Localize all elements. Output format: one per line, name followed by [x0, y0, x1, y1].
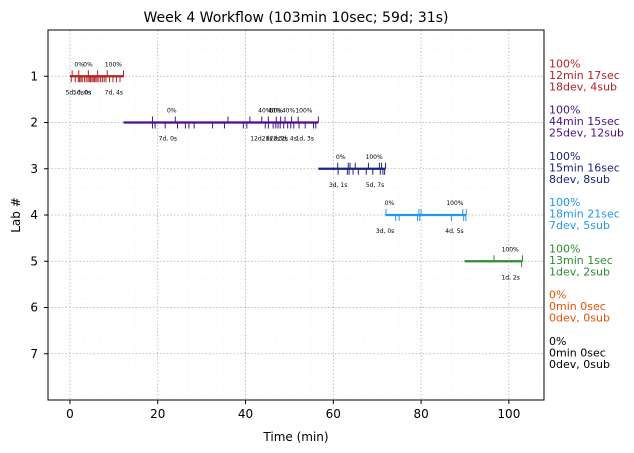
- x-tick-label: 20: [150, 407, 165, 421]
- lane-lab-5: 100% 1d, 2s: [464, 246, 523, 281]
- progress-label: 50%: [270, 108, 284, 115]
- duration-label: 5d, 0s: [66, 89, 84, 96]
- lab-summary-line: 0%: [549, 289, 566, 302]
- lab-summary-line: 0min 0sec: [549, 346, 606, 359]
- lab-summary-line: 100%: [549, 104, 580, 117]
- progress-label: 0%: [83, 61, 93, 68]
- lab-summary-line: 7dev, 5sub: [549, 219, 610, 232]
- duration-label: 5d, 7s: [366, 182, 384, 189]
- duration-label: 12d, 1s: [250, 136, 272, 143]
- lab-summary-line: 13min 1sec: [549, 254, 613, 267]
- progress-label: 0%: [74, 61, 84, 68]
- y-tick-label: 3: [30, 162, 38, 176]
- y-tick-label: 2: [30, 116, 38, 130]
- lab-summary-line: 100%: [549, 57, 580, 70]
- x-tick-label: 40: [238, 407, 253, 421]
- progress-label: 40%: [258, 108, 272, 115]
- lab-summary-line: 0%: [549, 335, 566, 348]
- duration-label: 3d, 4s: [278, 136, 296, 143]
- lab-summary-line: 100%: [549, 150, 580, 163]
- progress-label: 40%: [268, 108, 282, 115]
- progress-label: 0%: [167, 108, 177, 115]
- lab-summary-line: 15min 16sec: [549, 161, 620, 174]
- progress-label: 100%: [446, 200, 463, 207]
- duration-label: 2d, 2s: [262, 136, 280, 143]
- x-axis-label: Time (min): [262, 430, 328, 444]
- x-tick-label: 80: [413, 407, 428, 421]
- duration-label: 3d, 1s: [329, 182, 347, 189]
- progress-label: 100%: [366, 154, 383, 161]
- y-axis-label: Lab #: [9, 197, 23, 233]
- y-tick-label: 4: [30, 208, 38, 222]
- duration-label: 4d, 5s: [445, 228, 463, 235]
- duration-label: 1d, 3s: [296, 136, 314, 143]
- progress-label: 100%: [295, 108, 312, 115]
- duration-label: 1d, 2s: [501, 274, 519, 281]
- lab-summary-line: 25dev, 12sub: [549, 127, 624, 140]
- duration-label: 2d, 2s: [270, 136, 288, 143]
- duration-label: 3d, 0s: [376, 228, 394, 235]
- x-axis-ticks: 0 20 40 60 80 100: [66, 400, 520, 421]
- duration-label: 7d, 0s: [159, 136, 177, 143]
- duration-label: 5d, 0s: [73, 89, 91, 96]
- lab-summary-line: 0dev, 0sub: [549, 312, 610, 325]
- duration-label: 7d, 4s: [105, 89, 123, 96]
- x-tick-label: 60: [326, 407, 341, 421]
- x-tick-label: 0: [66, 407, 74, 421]
- lab-summary-line: 100%: [549, 242, 580, 255]
- lab-summary-line: 0dev, 0sub: [549, 358, 610, 371]
- progress-label: 0%: [336, 154, 346, 161]
- progress-label: 100%: [105, 61, 122, 68]
- major-grid: [48, 30, 544, 400]
- lab-summary-line: 18min 21sec: [549, 208, 620, 221]
- progress-label: 40%: [282, 108, 296, 115]
- duration-label: 0s: [84, 89, 91, 96]
- progress-label: 0%: [385, 200, 395, 207]
- lane-lab-3: 0% 100% 3d, 1s 5d, 7s: [318, 154, 387, 189]
- lab-summary-line: 18dev, 4sub: [549, 80, 617, 93]
- lab-summary-line: 0min 0sec: [549, 300, 606, 313]
- chart-title: Week 4 Workflow (103min 10sec; 59d; 31s): [144, 10, 449, 26]
- lab-summary-line: 8dev, 8sub: [549, 173, 610, 186]
- lab-summary-line: 44min 15sec: [549, 115, 620, 128]
- progress-label: 100%: [502, 246, 519, 253]
- y-tick-label: 5: [30, 254, 38, 268]
- lab-summary-line: 100%: [549, 196, 580, 209]
- y-tick-label: 1: [30, 69, 38, 83]
- lab-summary-line: 12min 17sec: [549, 69, 620, 82]
- lane-lab-4: 0% 100% 3d, 0s 4d, 5s: [376, 200, 467, 235]
- lab-summary-line: 1dev, 2sub: [549, 265, 610, 278]
- y-tick-label: 6: [30, 301, 38, 315]
- x-tick-label: 100: [497, 407, 520, 421]
- y-axis-ticks: 1 2 3 4 5 6 7: [30, 69, 48, 361]
- y-tick-label: 7: [30, 347, 38, 361]
